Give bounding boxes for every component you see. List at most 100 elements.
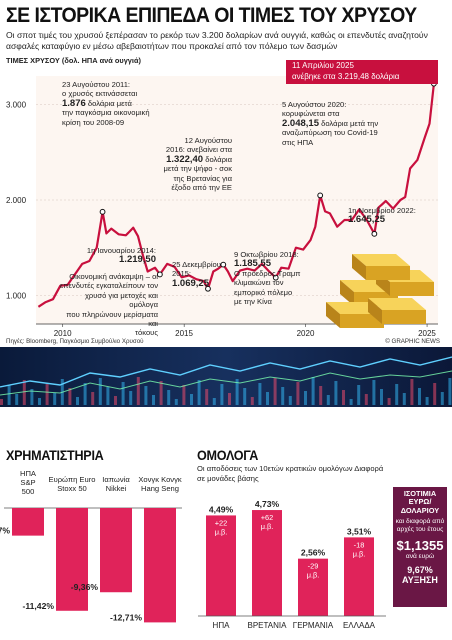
stock-value-label: -12,71% <box>110 612 142 622</box>
ticker-bar <box>418 388 421 405</box>
ticker-bar <box>235 379 239 405</box>
stock-value-label: -9,36% <box>71 582 99 592</box>
stock-category-label: ΗΠΑ <box>20 469 37 478</box>
bond-value-label: 4,49% <box>209 504 234 514</box>
stock-category-label: S&P <box>20 478 35 487</box>
ticker-bar <box>258 383 262 405</box>
ticker-bar <box>91 392 95 405</box>
eurusd-value: $1,1355 <box>396 538 444 554</box>
stock-bar <box>56 508 88 611</box>
y-tick-label: 1.000 <box>6 291 27 300</box>
key-point-marker <box>156 271 163 278</box>
ticker-bar <box>212 398 216 405</box>
ticker-bar <box>243 388 247 405</box>
bond-category-label: ΓΕΡΜΑΝΙΑ <box>293 621 334 630</box>
intro-text: Οι σποτ τιμές του χρυσού ξεπέρασαν το ρε… <box>6 30 428 51</box>
ticker-bar <box>106 387 110 405</box>
ticker-bar <box>98 378 102 405</box>
ticker-strip-image <box>0 347 452 407</box>
key-point-marker <box>272 274 279 281</box>
key-point-marker <box>99 208 106 215</box>
bond-category-label: ΗΠΑ <box>213 621 231 630</box>
ticker-bar <box>395 384 399 405</box>
stock-bar <box>12 508 44 536</box>
bond-change-label: +62 <box>261 513 274 522</box>
stock-category-label: Hang Seng <box>141 484 179 493</box>
ticker-bar <box>136 377 140 405</box>
bond-change-unit: μ.β. <box>353 549 366 558</box>
ticker-bar <box>205 389 209 405</box>
ticker-bar <box>15 394 19 405</box>
ticker-bar <box>53 393 57 405</box>
bond-bar <box>344 537 374 616</box>
bond-value-label: 4,73% <box>255 499 280 509</box>
record-callout-date: 11 Απριλίου 2025 <box>292 61 354 70</box>
stock-category-label: Ιαπωνία <box>102 475 130 484</box>
ticker-bar <box>334 381 338 405</box>
ticker-bar <box>197 380 201 405</box>
credit-note: © GRAPHIC NEWS <box>385 338 440 345</box>
ticker-bar <box>304 391 307 405</box>
key-point-marker <box>220 261 227 268</box>
ticker-bar <box>83 383 87 405</box>
stock-value-label: -3,07% <box>0 526 10 536</box>
bond-bar <box>252 510 282 616</box>
ticker-bar <box>296 382 300 405</box>
stock-bar <box>100 508 132 593</box>
ticker-bar <box>144 386 148 405</box>
stocks-title: ΧΡΗΜΑΤΙΣΤΗΡΙΑ <box>6 447 104 463</box>
annotation-oct2018: 9 Οκτωβρίου 2018: 1.185,55 Ο πρόεδρος Τρα… <box>234 250 301 307</box>
ticker-bar <box>22 380 26 405</box>
ticker-bar <box>380 389 383 405</box>
bond-value-label: 3,51% <box>347 526 372 536</box>
ticker-bar <box>121 382 125 405</box>
ticker-bar <box>448 378 452 405</box>
ticker-bar <box>364 394 368 405</box>
annotation-aug2020: 5 Αυγούστου 2020: κορυφώνεται στα 2.048,1… <box>282 100 379 147</box>
stock-category-label: Stoxx 50 <box>57 484 87 493</box>
ticker-bar <box>440 392 444 405</box>
annotation-dec2015: 25 Δεκεμβρίου 2015: 1.069,25 <box>172 260 221 289</box>
ticker-bar <box>342 390 345 405</box>
x-tick-label: 2025 <box>418 329 436 338</box>
y-tick-label: 2.000 <box>6 196 27 205</box>
ticker-bar <box>228 393 231 405</box>
ticker-bar <box>281 387 285 405</box>
ticker-bar <box>152 395 155 405</box>
gold-bars-image <box>326 254 434 328</box>
x-tick-label: 2010 <box>54 329 72 338</box>
key-point-marker <box>371 230 378 237</box>
ticker-bar <box>7 385 11 405</box>
ticker-bar <box>167 390 171 405</box>
ticker-bar <box>220 384 224 405</box>
bond-category-label: ΕΛΛΑΔΑ <box>343 621 376 630</box>
x-tick-label: 2015 <box>175 329 193 338</box>
ticker-bar <box>326 395 330 405</box>
ticker-bar <box>76 397 79 405</box>
stock-bar <box>144 508 176 623</box>
bond-change-label: -29 <box>308 562 319 571</box>
ticker-bar <box>372 380 376 405</box>
gold-price-chart: 1.000 2.000 3.000 2010 2015 2020 2025 <box>6 76 438 338</box>
key-point-marker <box>317 192 324 199</box>
ticker-bar <box>273 378 277 405</box>
ticker-bar <box>410 379 414 405</box>
eurusd-title: ΙΣΟΤΙΜΙΑ ΕΥΡΩ/ ΔΟΛΑΡΙΟΥ <box>400 489 440 515</box>
ticker-bar <box>319 386 323 405</box>
bonds-title: ΟΜΟΛΟΓΑ <box>197 447 259 463</box>
eurusd-sub: και διαφορά από αρχές του έτους <box>395 518 445 534</box>
stock-value-label: -11,42% <box>22 601 54 611</box>
bond-category-label: ΒΡΕΤΑΝΙΑ <box>248 621 288 630</box>
ticker-bar <box>0 399 3 405</box>
ticker-bar <box>402 393 406 405</box>
stock-category-label: Nikkei <box>106 484 127 493</box>
ticker-bar <box>174 399 178 405</box>
stock-category-label: Χονγκ Κονγκ <box>138 475 182 484</box>
bond-change-unit: μ.β. <box>307 571 320 580</box>
annotation-aug2016: 12 Αυγούστου 2016: ανεβαίνει στα 1.322,40… <box>163 136 232 193</box>
source-note: Πηγές: Bloomberg, Παγκόσμιο Συμβούλιο Χρ… <box>6 338 144 345</box>
stock-category-label: 500 <box>22 487 35 496</box>
ticker-bar <box>38 398 41 405</box>
annotation-nov2022: 1η Νοεμβρίου 2022: 1.645,25 <box>348 206 416 226</box>
